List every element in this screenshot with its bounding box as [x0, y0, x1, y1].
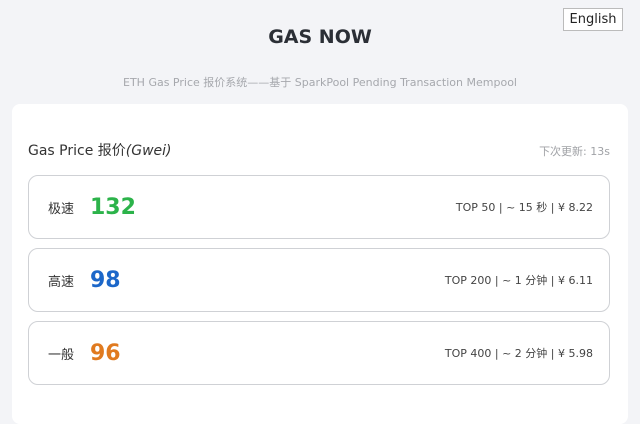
panel-title: Gas Price 报价(Gwei): [28, 140, 172, 160]
tier-price: 98: [90, 267, 121, 293]
tier-label: 一般: [48, 347, 75, 363]
panel-unit: (Gwei): [125, 143, 172, 159]
tier-info: TOP 50 | ~ 15 秒 | ¥ 8.22: [455, 201, 593, 214]
page-title: GAS NOW: [268, 26, 372, 48]
next-update-countdown: 下次更新: 13s: [539, 145, 610, 158]
gas-price-card: Gas Price 报价(Gwei) 下次更新: 13s 极速 132 TOP …: [12, 104, 628, 424]
tier-info: TOP 200 | ~ 1 分钟 | ¥ 6.11: [444, 274, 593, 287]
tier-row-fast[interactable]: 高速 98 TOP 200 | ~ 1 分钟 | ¥ 6.11: [28, 248, 610, 312]
tier-row-rapid[interactable]: 极速 132 TOP 50 | ~ 15 秒 | ¥ 8.22: [28, 175, 610, 239]
panel-title-text: Gas Price 报价: [28, 143, 126, 159]
tier-label: 极速: [48, 201, 75, 217]
page-subtitle: ETH Gas Price 报价系统——基于 SparkPool Pending…: [123, 76, 517, 89]
language-toggle-button[interactable]: English: [563, 8, 623, 31]
tier-row-standard[interactable]: 一般 96 TOP 400 | ~ 2 分钟 | ¥ 5.98: [28, 321, 610, 385]
tier-price: 132: [90, 194, 136, 220]
tier-label: 高速: [48, 274, 75, 290]
tier-info: TOP 400 | ~ 2 分钟 | ¥ 5.98: [444, 347, 593, 360]
tier-price: 96: [90, 340, 121, 366]
